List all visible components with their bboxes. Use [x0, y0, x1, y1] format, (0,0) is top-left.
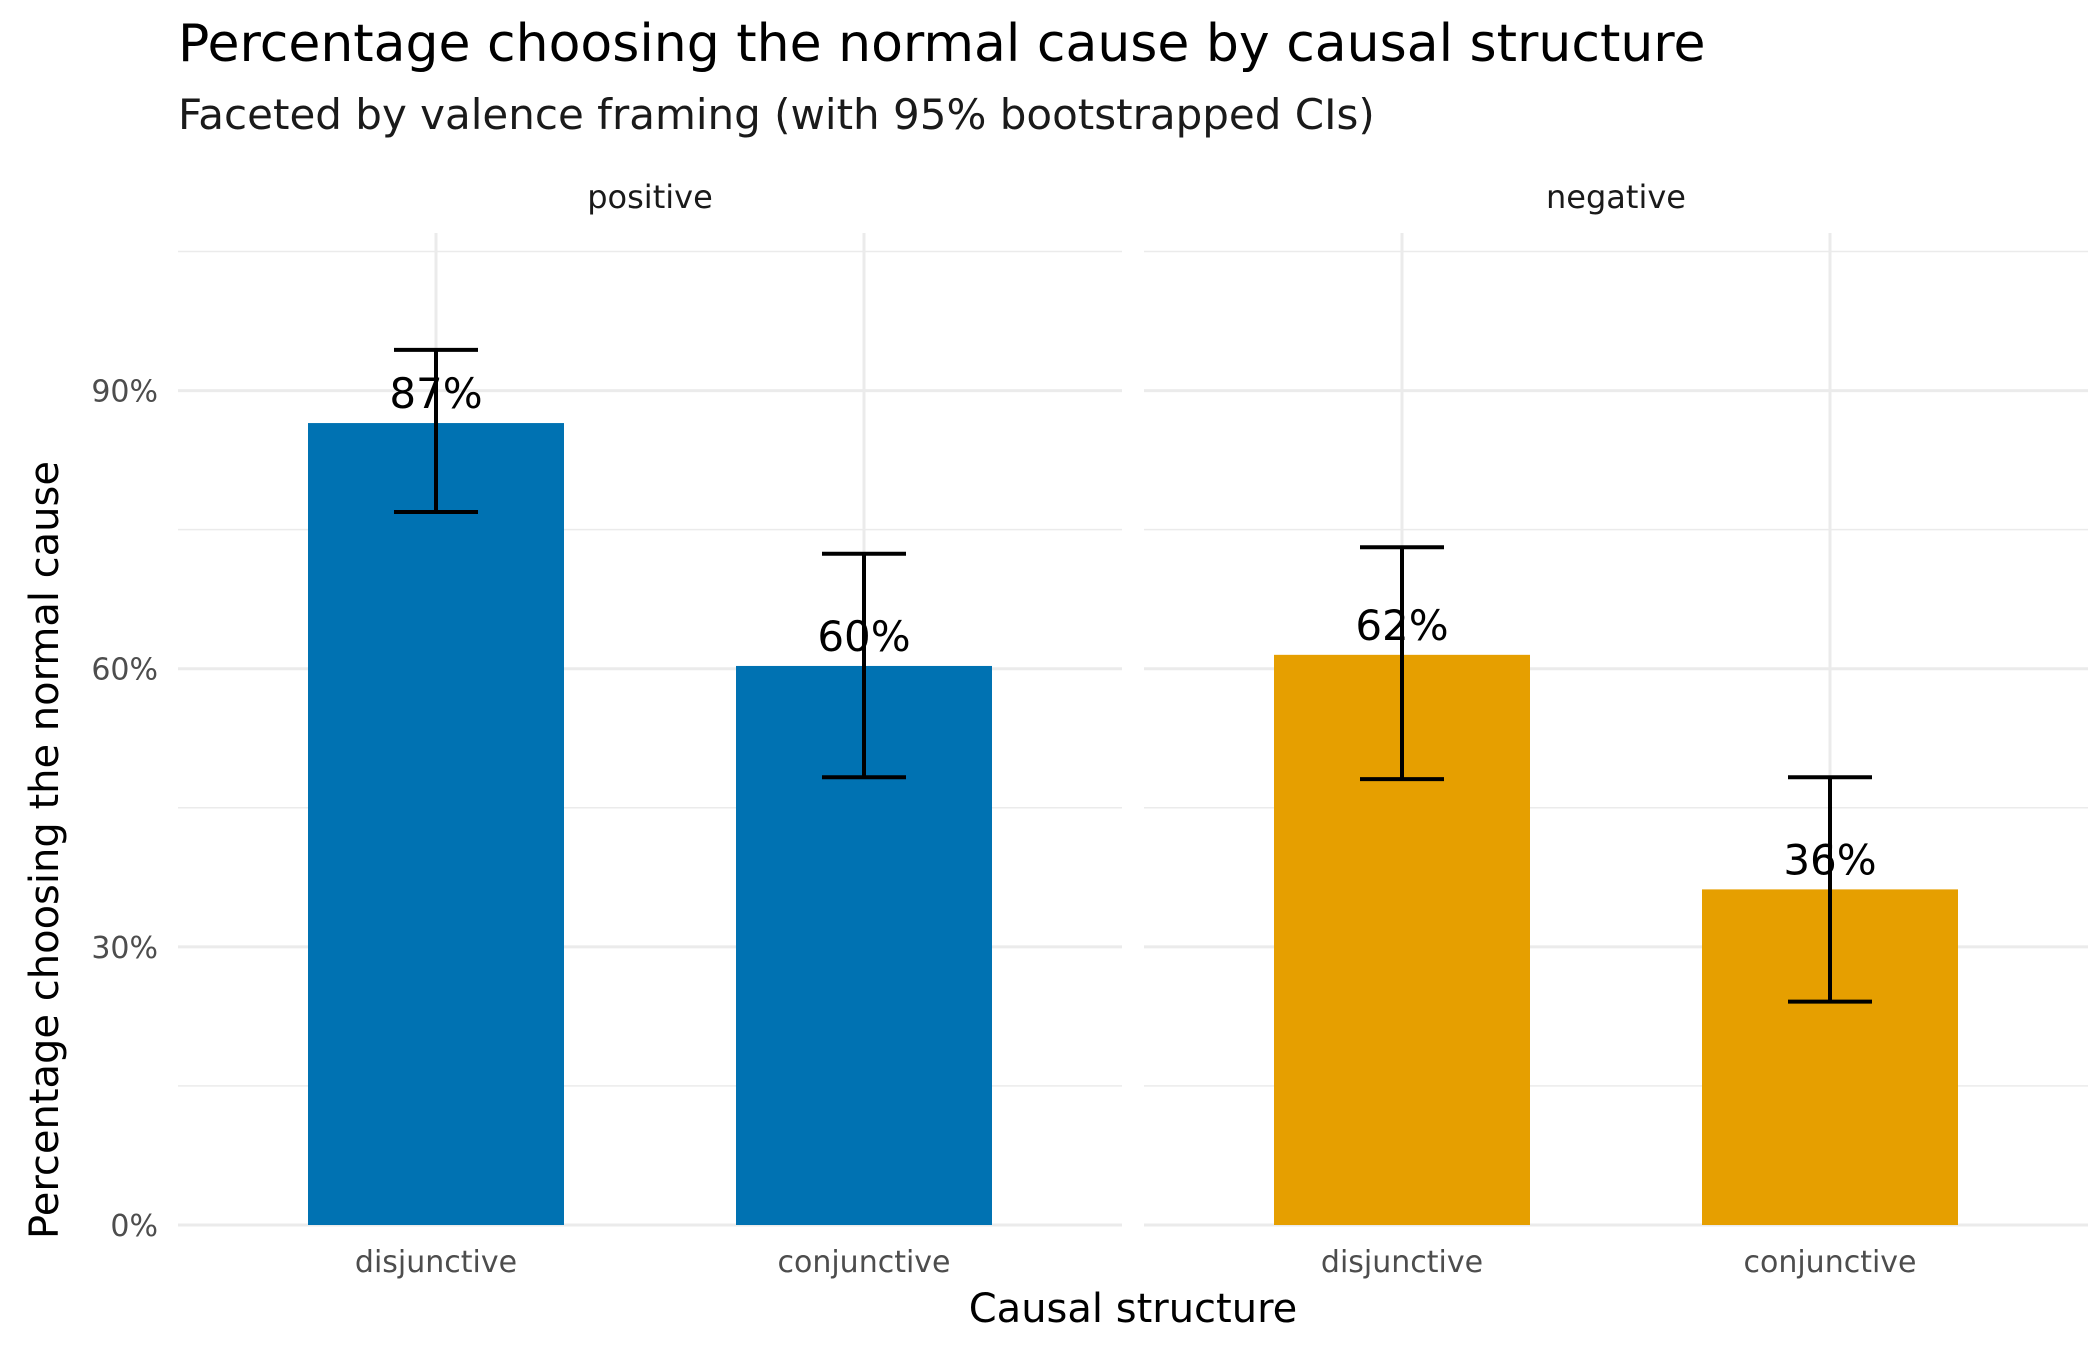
data-label: 60%: [817, 612, 910, 661]
x-tick-label: disjunctive: [355, 1245, 517, 1280]
y-tick-label: 90%: [91, 375, 158, 410]
label-layer: 87% 60% 62% 36%: [389, 369, 1876, 884]
x-tick-label: disjunctive: [1321, 1245, 1483, 1280]
y-tick-label: 0%: [110, 1209, 158, 1244]
y-tick-label: 60%: [91, 653, 158, 688]
y-tick-label: 30%: [91, 931, 158, 966]
y-axis-title: Percentage choosing the normal cause: [22, 461, 68, 1239]
data-label: 62%: [1355, 601, 1448, 650]
errorbar-layer: [394, 347, 1872, 1004]
chart-subtitle: Faceted by valence framing (with 95% boo…: [178, 90, 1375, 139]
bar: [308, 423, 564, 1226]
facet-strip-label: positive: [587, 178, 713, 216]
data-label: 36%: [1783, 835, 1876, 884]
data-label: 87%: [389, 369, 482, 418]
bar-layer: [308, 423, 1958, 1226]
axis-layer: 0% 30% 60% 90% positive disjunctive conjunctiv…: [91, 178, 1916, 1280]
x-axis-title: Causal structure: [969, 1286, 1298, 1332]
chart-title: Percentage choosing the normal cause by …: [178, 14, 1706, 74]
facet-strip-label: negative: [1546, 178, 1686, 216]
x-tick-label: conjunctive: [777, 1245, 950, 1280]
x-tick-label: conjunctive: [1743, 1245, 1916, 1280]
